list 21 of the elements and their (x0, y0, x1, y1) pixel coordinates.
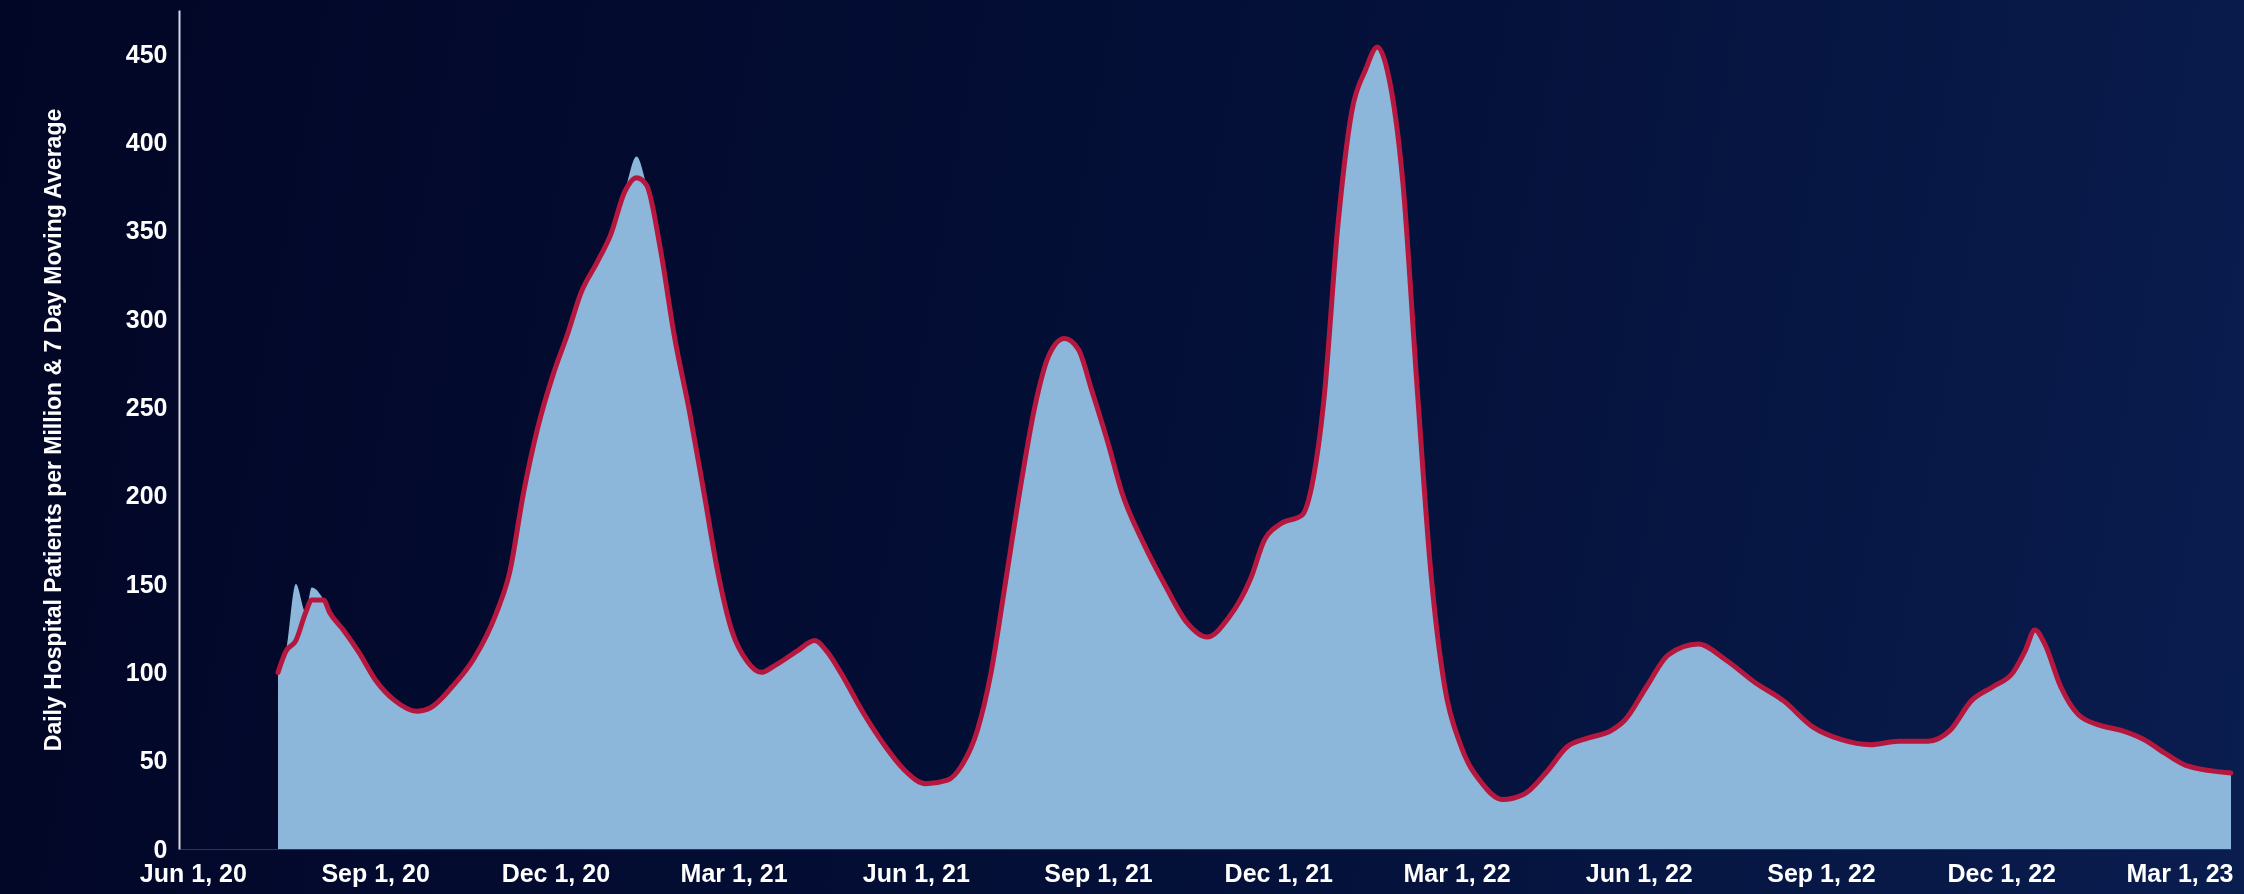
y-axis-title: Daily Hospital Patients per Million & 7 Day Moving Average (39, 108, 66, 752)
x-tick-label: Dec 1, 21 (1224, 858, 1334, 887)
x-tick-label: Mar 1, 22 (1403, 858, 1511, 887)
y-tick-label: 350 (125, 216, 168, 245)
y-tick-label: 150 (125, 569, 168, 598)
y-tick-label: 200 (125, 481, 168, 510)
y-tick-label: 100 (125, 657, 168, 686)
x-tick-label: Mar 1, 23 (2126, 858, 2234, 887)
x-tick-label: Jun 1, 22 (1585, 858, 1693, 887)
y-tick-label: 300 (125, 304, 168, 333)
y-tick-label: 250 (125, 392, 168, 421)
x-tick-label: Sep 1, 22 (1767, 858, 1876, 887)
x-tick-label: Sep 1, 20 (321, 858, 430, 887)
x-tick-label: Dec 1, 22 (1947, 858, 2056, 887)
x-tick-label: Dec 1, 20 (501, 858, 611, 887)
x-tick-label: Sep 1, 21 (1044, 858, 1153, 887)
x-tick-label: Jun 1, 21 (862, 858, 970, 887)
y-tick-label: 400 (125, 127, 168, 156)
y-tick-label: 50 (139, 746, 168, 775)
y-tick-label: 450 (125, 39, 168, 68)
x-tick-label: Mar 1, 21 (680, 858, 788, 887)
